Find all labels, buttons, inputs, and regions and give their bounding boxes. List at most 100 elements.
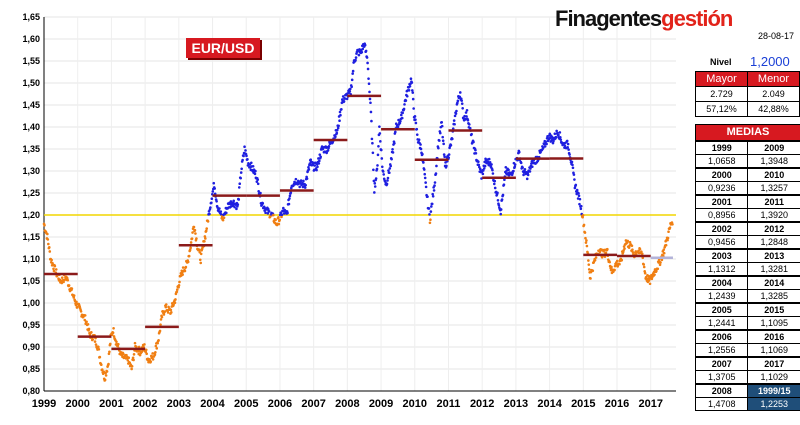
price-point <box>582 223 586 227</box>
price-point <box>351 69 355 73</box>
price-point <box>474 151 478 155</box>
price-point <box>431 194 435 198</box>
price-point <box>345 97 349 101</box>
price-point <box>493 186 497 190</box>
medias-value: 1,3281 <box>747 262 800 276</box>
y-tick-label: 1,30 <box>22 166 40 176</box>
medias-value: 1,1312 <box>696 262 748 276</box>
price-point <box>391 151 395 154</box>
price-point <box>386 176 390 180</box>
price-point <box>339 113 342 117</box>
nivel-label: Nivel <box>710 57 732 67</box>
price-point <box>376 153 380 157</box>
stats-header-menor: Menor <box>747 71 800 87</box>
price-point <box>441 139 445 143</box>
brand-logo: Finagentesgestión <box>555 6 733 32</box>
price-point <box>411 91 415 94</box>
price-point <box>246 157 249 161</box>
medias-year: 1999 <box>696 140 748 155</box>
price-point <box>132 353 136 356</box>
price-point <box>458 95 462 99</box>
price-point <box>380 165 384 169</box>
price-point <box>387 169 390 172</box>
price-point <box>100 363 103 366</box>
price-point <box>563 144 567 148</box>
medias-value: 0,8956 <box>696 208 748 222</box>
y-tick-label: 1,00 <box>22 298 40 308</box>
price-point <box>631 248 634 251</box>
price-point <box>312 161 315 165</box>
chart-tick-labels: 0,80 0,85 0,90 0,95 1,00 1,05 1,10 1,15 1,20 1,25… <box>22 12 662 410</box>
price-point <box>618 262 621 266</box>
price-point <box>302 179 305 183</box>
price-point <box>429 210 433 213</box>
price-point <box>470 132 473 136</box>
price-point <box>48 250 52 253</box>
price-point <box>127 356 131 360</box>
price-point <box>298 185 301 189</box>
pair-badge: EUR/USD <box>186 38 260 58</box>
price-point <box>191 231 194 234</box>
medias-year: 2010 <box>747 167 800 182</box>
x-tick-label: 1999 <box>32 398 56 410</box>
price-point <box>277 222 281 226</box>
price-point <box>666 238 669 242</box>
price-point <box>370 137 374 141</box>
price-point <box>256 178 260 181</box>
medias-year-row: 2008 1999/15 <box>696 383 800 398</box>
price-point <box>173 301 177 305</box>
price-point <box>126 359 130 362</box>
price-point <box>342 100 346 103</box>
price-point <box>528 170 532 173</box>
price-point <box>490 163 493 166</box>
price-point <box>571 166 575 170</box>
price-point <box>393 141 396 145</box>
price-point <box>207 210 211 213</box>
price-point <box>662 251 666 255</box>
price-points <box>42 42 674 382</box>
price-point <box>238 182 242 186</box>
price-point <box>388 167 392 170</box>
y-tick-label: 1,60 <box>22 34 40 44</box>
price-point <box>496 191 499 195</box>
price-point <box>404 99 408 102</box>
price-point <box>565 139 569 143</box>
price-point <box>79 310 83 313</box>
price-point <box>630 244 634 248</box>
price-point <box>501 193 505 197</box>
medias-value-row: 0,8956 1,3920 <box>696 208 800 222</box>
price-point <box>70 287 74 290</box>
price-point <box>382 173 386 176</box>
medias-year-row: 2003 2013 <box>696 248 800 263</box>
medias-value-row: 1,2556 1,1069 <box>696 343 800 357</box>
price-point <box>357 53 361 57</box>
price-point <box>274 218 277 222</box>
price-point <box>603 248 606 252</box>
price-point <box>313 168 316 172</box>
price-point <box>442 153 446 156</box>
price-point <box>412 107 415 110</box>
price-point <box>213 187 217 190</box>
price-point <box>525 177 529 181</box>
price-point <box>503 178 506 181</box>
price-point <box>289 191 293 194</box>
medias-value: 1,1069 <box>747 343 800 357</box>
price-point <box>504 165 508 169</box>
price-point <box>464 111 468 114</box>
medias-value-row: 1,2439 1,3285 <box>696 289 800 303</box>
medias-value: 1,1095 <box>747 316 800 330</box>
price-point <box>160 315 164 319</box>
price-point <box>391 148 394 151</box>
price-point <box>50 258 53 262</box>
price-point <box>513 165 517 168</box>
price-point <box>388 171 391 175</box>
above-below-stats: Mayor Menor 2.729 2.049 57,12% 42,88% <box>695 71 800 117</box>
price-point <box>159 318 163 321</box>
price-point <box>623 247 626 250</box>
medias-year: 2003 <box>696 248 748 263</box>
x-tick-label: 2006 <box>268 398 292 410</box>
price-point <box>303 186 307 189</box>
price-point <box>243 145 246 148</box>
price-point <box>427 207 431 210</box>
medias-value: 1,3285 <box>747 289 800 303</box>
